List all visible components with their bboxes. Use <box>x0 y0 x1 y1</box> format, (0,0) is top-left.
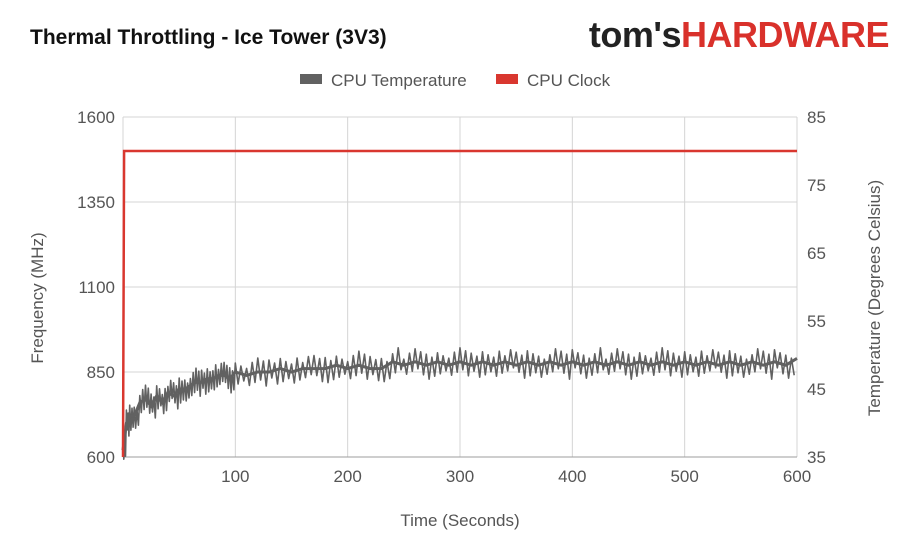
y-tick-right-55: 55 <box>807 312 826 331</box>
y-tick-right-45: 45 <box>807 380 826 399</box>
series-cpu-temperature-noise <box>122 347 795 460</box>
logo-part-toms: tom's <box>588 14 682 55</box>
y-tick-left-1600: 1600 <box>77 108 115 127</box>
y-tick-left-600: 600 <box>87 448 115 467</box>
legend-swatch-cpu-temperature <box>300 74 322 84</box>
y-tick-right-35: 35 <box>807 448 826 467</box>
series-layer <box>121 149 798 460</box>
toms-hardware-logo: tom'sHARDWARE <box>588 14 890 56</box>
legend: CPU Temperature CPU Clock <box>300 71 611 90</box>
x-tick-300: 300 <box>446 467 474 486</box>
y-axis-title-right: Temperature (Degrees Celsius) <box>865 180 884 416</box>
x-tick-400: 400 <box>558 467 586 486</box>
y-tick-left-850: 850 <box>87 363 115 382</box>
y-tick-right-85: 85 <box>807 108 826 127</box>
logo-part-hardware: HARDWARE <box>681 14 890 55</box>
y-tick-left-1100: 1100 <box>78 278 115 297</box>
y-axis-title-left: Frequency (MHz) <box>28 232 47 363</box>
legend-label-cpu-clock: CPU Clock <box>527 71 611 90</box>
chart-title: Thermal Throttling - Ice Tower (3V3) <box>30 26 387 49</box>
x-tick-100: 100 <box>221 467 249 486</box>
legend-swatch-cpu-clock <box>496 74 518 84</box>
x-axis-title: Time (Seconds) <box>400 511 519 530</box>
grid-lines <box>122 116 798 458</box>
x-tick-200: 200 <box>333 467 361 486</box>
series-cpu-clock-line <box>121 149 797 458</box>
y-tick-right-65: 65 <box>807 244 826 263</box>
y-tick-right-75: 75 <box>807 176 826 195</box>
legend-label-cpu-temperature: CPU Temperature <box>331 71 467 90</box>
x-tick-500: 500 <box>670 467 698 486</box>
y-tick-left-1350: 1350 <box>77 193 115 212</box>
x-tick-600: 600 <box>783 467 811 486</box>
series-cpu-temperature-line <box>121 357 798 451</box>
